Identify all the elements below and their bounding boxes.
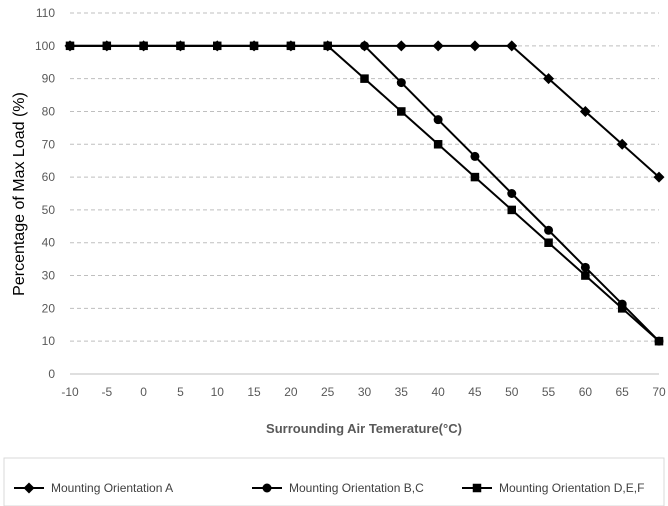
legend-label: Mounting Orientation A	[51, 481, 173, 495]
data-point-square	[654, 336, 664, 346]
data-point-circle	[507, 189, 517, 198]
data-point-square	[139, 41, 148, 51]
data-point-diamond	[653, 171, 665, 183]
x-tick-label: 35	[395, 385, 409, 399]
legend-marker-diamond	[23, 482, 35, 494]
legend-marker-circle	[262, 483, 272, 493]
data-point-diamond	[543, 73, 555, 85]
x-tick-label: 65	[616, 385, 630, 399]
legend-item: Mounting Orientation D,E,F	[462, 481, 644, 495]
x-tick-label: 50	[505, 385, 519, 399]
data-point-circle	[544, 225, 554, 235]
x-tick-label: 5	[177, 385, 184, 399]
legend-label: Mounting Orientation D,E,F	[499, 481, 644, 495]
y-tick-label: 30	[42, 269, 56, 283]
x-tick-label: 20	[284, 385, 298, 399]
y-tick-label: 80	[42, 104, 56, 118]
data-point-square	[102, 41, 112, 51]
series-line-square	[70, 44, 660, 342]
data-point-square	[65, 41, 75, 51]
series-markers	[64, 40, 665, 346]
data-point-diamond	[395, 40, 407, 52]
y-tick-label: 0	[48, 367, 55, 381]
x-tick-label: -10	[61, 385, 79, 399]
data-point-square	[176, 41, 185, 51]
x-axis-title: Surrounding Air Temerature(°C)	[266, 421, 462, 436]
y-tick-label: 50	[42, 203, 56, 217]
data-point-square	[507, 205, 516, 215]
data-point-square	[617, 304, 627, 313]
data-point-square	[286, 41, 296, 51]
data-point-diamond	[616, 138, 628, 150]
data-point-circle	[433, 115, 443, 125]
y-tick-label: 70	[42, 137, 56, 151]
data-point-diamond	[432, 40, 444, 52]
x-tick-label: -5	[101, 385, 112, 399]
series-line-circle	[70, 44, 660, 342]
data-point-square	[323, 41, 332, 51]
y-tick-label: 100	[35, 39, 55, 53]
data-point-circle	[396, 78, 406, 88]
x-tick-label: 40	[431, 385, 445, 399]
data-point-square	[433, 140, 443, 149]
x-tick-label: 55	[542, 385, 556, 399]
data-point-circle	[360, 41, 369, 51]
legend: Mounting Orientation A Mounting Orientati…	[14, 481, 644, 495]
data-point-square	[397, 107, 406, 116]
x-tick-label: 30	[358, 385, 372, 399]
y-axis-tick-labels: 0 10 20 30 40 50 60 70 80 90 100 110	[35, 6, 55, 381]
data-point-diamond	[579, 105, 591, 117]
x-tick-label: 45	[468, 385, 482, 399]
y-tick-label: 40	[42, 236, 56, 250]
data-point-square	[249, 41, 259, 51]
x-tick-label: 15	[247, 385, 261, 399]
y-tick-label: 20	[42, 301, 56, 315]
legend-marker-square	[472, 483, 482, 493]
x-tick-label: 0	[140, 385, 147, 399]
data-point-square	[470, 172, 480, 182]
y-tick-label: 110	[36, 6, 55, 20]
x-tick-label: 25	[321, 385, 335, 399]
x-tick-label: 10	[211, 385, 225, 399]
legend-item: Mounting Orientation B,C	[252, 481, 424, 495]
data-point-circle	[580, 262, 590, 272]
y-tick-label: 60	[42, 170, 56, 184]
data-point-diamond	[506, 40, 518, 52]
y-tick-label: 10	[42, 334, 56, 348]
gridlines	[70, 12, 659, 375]
data-point-circle	[470, 151, 480, 161]
data-point-square	[581, 271, 590, 280]
series-lines	[70, 44, 660, 342]
y-axis-title: Percentage of Max Load (%)	[11, 92, 28, 296]
data-point-square	[213, 41, 222, 51]
data-point-diamond	[469, 40, 481, 52]
x-axis-tick-labels: -10 -5 0 5 10 15 20 25 30 35 40 45 50 55 60 65 70	[61, 385, 666, 399]
legend-item: Mounting Orientation A	[14, 481, 173, 495]
y-tick-label: 90	[42, 72, 56, 86]
legend-box	[3, 457, 665, 506]
data-point-square	[544, 238, 553, 247]
legend-label: Mounting Orientation B,C	[289, 481, 424, 495]
x-tick-label: 60	[579, 385, 593, 399]
data-point-square	[360, 74, 369, 83]
x-tick-label: 70	[652, 385, 666, 399]
